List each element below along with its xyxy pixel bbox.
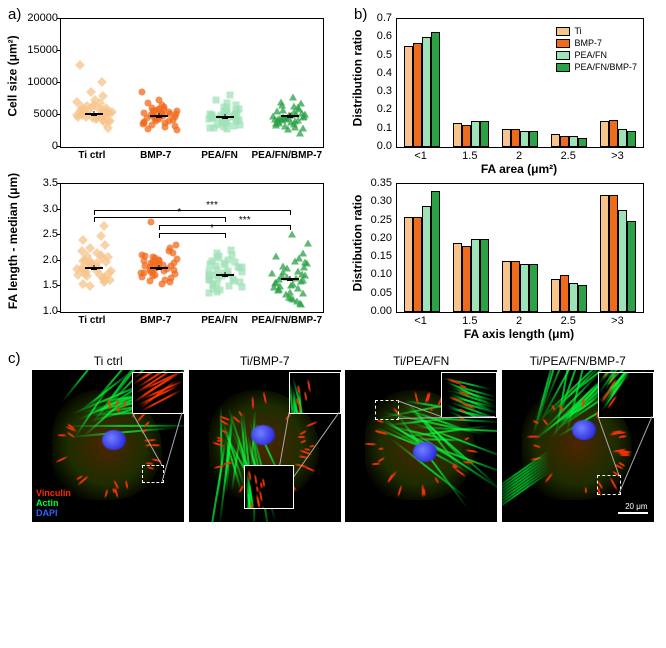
fa-length-bars: Distribution ratio0.000.050.100.150.200.… [354, 177, 650, 342]
panel-b: b) TiBMP-7PEA/FNPEA/FN/BMP-7Distribution… [354, 8, 654, 342]
panel-c: c) Ti ctrlVinculinActinDAPITi/BMP-7Ti/PE… [8, 350, 654, 522]
micrograph: VinculinActinDAPI [32, 370, 184, 522]
micro-title: Ti/BMP-7 [189, 354, 342, 368]
stain-label: Vinculin [36, 488, 71, 498]
fa-area-bars: TiBMP-7PEA/FNPEA/FN/BMP-7Distribution ra… [354, 12, 650, 177]
scale-bar: 20 μm [618, 512, 648, 514]
panel-a: a) Cell size (μm²)05000100001500020000Ti… [8, 8, 348, 342]
micrograph: 20 μm [502, 370, 654, 522]
stain-label: Actin [36, 498, 59, 508]
panel-c-label: c) [8, 350, 21, 367]
micrograph [345, 370, 497, 522]
micrograph [189, 370, 341, 522]
bar-legend: TiBMP-7PEA/FNPEA/FN/BMP-7 [556, 25, 637, 73]
cell-size-scatter: Cell size (μm²)05000100001500020000Ti ct… [8, 12, 338, 177]
micro-title: Ti ctrl [32, 354, 185, 368]
micro-title: Ti/PEA/FN [345, 354, 498, 368]
fa-length-scatter: ********FA length - median (μm)1.01.52.0… [8, 177, 338, 342]
stain-label: DAPI [36, 508, 58, 518]
micro-title: Ti/PEA/FN/BMP-7 [502, 354, 655, 368]
